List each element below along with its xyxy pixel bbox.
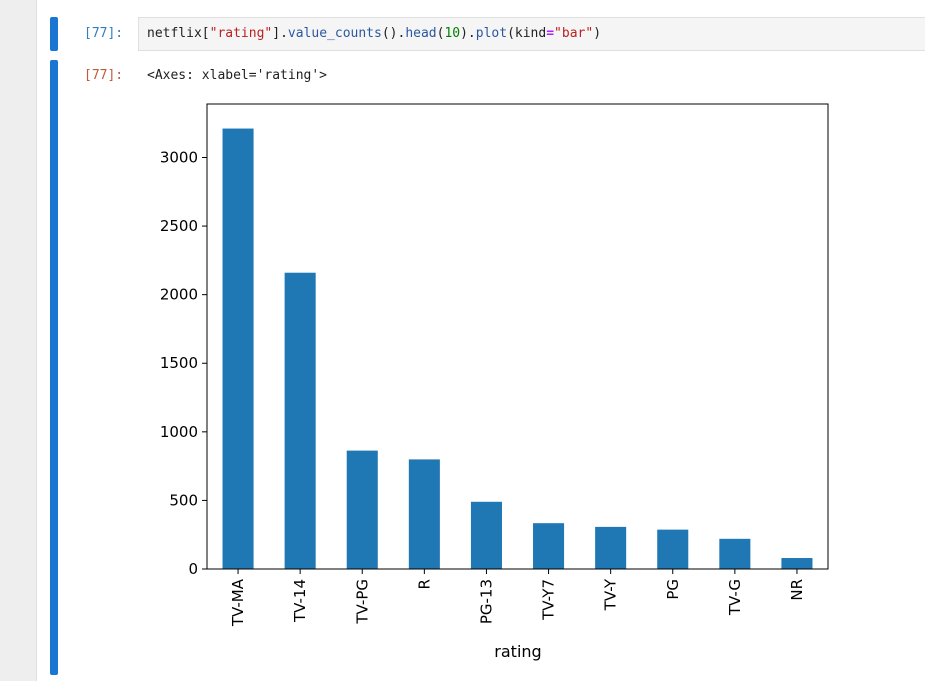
bar-r — [408, 459, 440, 569]
x-tick-label: PG — [664, 579, 682, 600]
bar-tv-g — [719, 538, 751, 569]
y-tick-label: 500 — [169, 491, 198, 509]
output-text: <Axes: xlabel='rating'> — [147, 68, 328, 83]
y-tick-label: 2500 — [160, 217, 198, 235]
bar-tv-pg — [346, 450, 378, 569]
code-line: netflix["rating"].value_counts().head(10… — [147, 26, 602, 41]
y-axis: 0 500 1000 1500 2000 2500 3000 — [160, 148, 207, 578]
bar-pg-13 — [470, 501, 502, 569]
axes-frame — [206, 103, 829, 570]
y-tick-label: 1000 — [160, 423, 198, 441]
left-gutter — [0, 0, 36, 681]
bar-pg — [657, 529, 689, 569]
code-editor[interactable]: netflix["rating"].value_counts().head(10… — [138, 17, 925, 51]
y-tick-label: 3000 — [160, 148, 198, 166]
x-tick-label: TV-G — [726, 579, 744, 616]
x-tick-label: TV-PG — [353, 579, 371, 625]
x-tick-label: TV-14 — [291, 579, 309, 623]
y-tick-label: 2000 — [160, 286, 198, 304]
bar-tv-ma — [222, 128, 254, 569]
x-axis: TV-MA TV-14 TV-PG R PG-13 TV-Y7 TV-Y PG TV-G NR — [229, 569, 806, 627]
bar-tv-y — [595, 526, 627, 569]
input-collapser[interactable] — [50, 17, 58, 51]
x-tick-label: NR — [788, 579, 806, 601]
bar-nr — [781, 558, 813, 569]
output-collapser[interactable] — [50, 60, 58, 675]
y-tick-label: 1500 — [160, 354, 198, 372]
x-tick-label: TV-Y — [602, 578, 620, 611]
bar-tv-y7 — [533, 523, 565, 569]
x-tick-label: R — [415, 579, 433, 589]
x-tick-label: TV-MA — [229, 578, 247, 627]
bar-tv-14 — [284, 272, 316, 569]
x-tick-label: PG-13 — [477, 579, 495, 624]
y-tick-label: 0 — [188, 560, 198, 578]
output-prompt: [77]: — [84, 68, 124, 83]
input-prompt: [77]: — [84, 26, 124, 41]
bars-layer — [222, 128, 813, 569]
x-axis-label: rating — [494, 642, 541, 661]
gutter-divider — [36, 0, 37, 681]
x-tick-label: TV-Y7 — [540, 579, 558, 621]
